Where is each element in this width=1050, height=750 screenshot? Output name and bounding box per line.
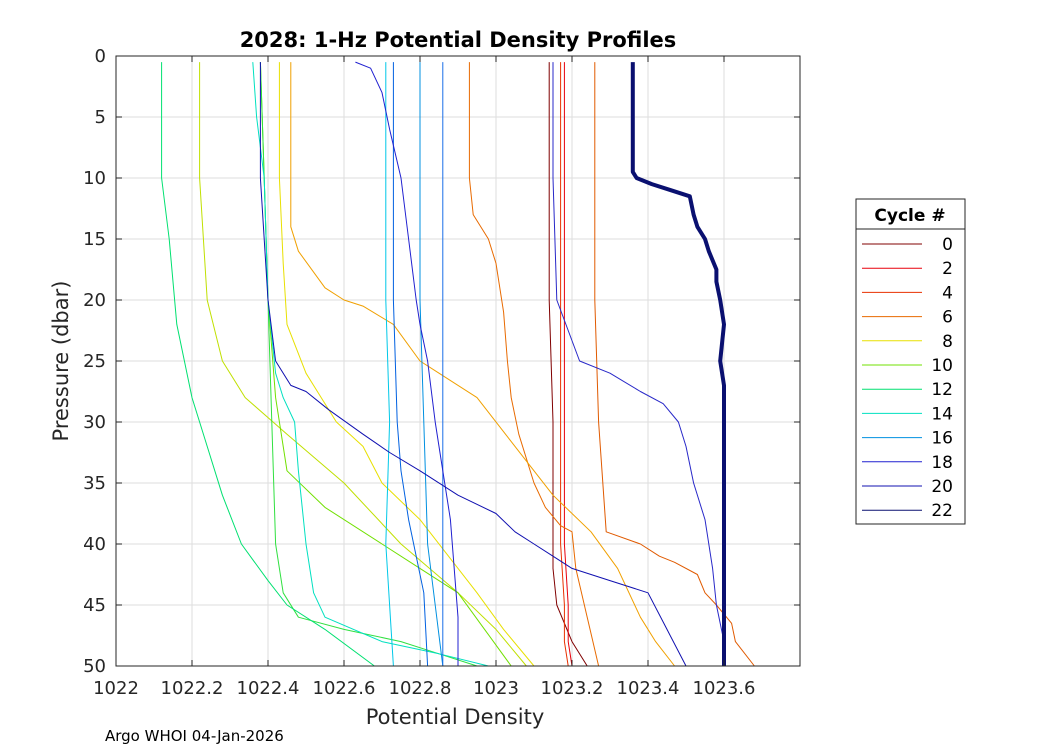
series-line-cycle-0 — [548, 62, 588, 667]
y-tick-label: 5 — [95, 107, 106, 128]
series-line-cycle-8 — [278, 62, 535, 667]
legend: Cycle # 0 2 4 6 8 10 12 14 16 18 20 22 — [855, 198, 966, 525]
series-line-cycle-16 — [419, 62, 444, 667]
series-line-cycle-20b — [552, 62, 725, 666]
series-line-cycle-14b — [385, 62, 394, 667]
legend-label-cycle-14: 14 — [931, 404, 953, 424]
y-tick-label: 30 — [83, 412, 106, 433]
legend-box — [855, 198, 966, 525]
series-line-cycle-20 — [259, 62, 687, 667]
x-tick-label: 1022.2 — [161, 678, 224, 699]
chart-title: 2028: 1-Hz Potential Density Profiles — [240, 28, 677, 52]
series-line-cycle-8b — [199, 62, 527, 667]
legend-label-cycle-12: 12 — [931, 380, 953, 400]
legend-label-cycle-16: 16 — [931, 429, 953, 449]
y-tick-label: 20 — [83, 290, 106, 311]
y-tick-label: 0 — [95, 46, 106, 67]
x-axis-label: Potential Density — [366, 705, 545, 729]
y-tick-label: 10 — [83, 168, 106, 189]
y-tick-label: 45 — [83, 595, 106, 616]
x-tick-label: 1023.6 — [693, 678, 756, 699]
x-tick-label: 1022.8 — [389, 678, 452, 699]
y-tick-label: 25 — [83, 351, 106, 372]
y-tick-label: 35 — [83, 473, 106, 494]
x-tick-label: 1023.2 — [541, 678, 604, 699]
y-axis-label: Pressure (dbar) — [49, 281, 73, 442]
series-line-cycle-6 — [468, 62, 600, 667]
series-line-cycle-6b — [290, 62, 675, 667]
series-line-cycle-14 — [252, 62, 489, 667]
x-tick-label: 1023.4 — [617, 678, 680, 699]
legend-label-cycle-6: 6 — [942, 308, 953, 328]
legend-label-cycle-18: 18 — [931, 453, 953, 473]
axis-ticks: 1022 1022.2 1022.4 1022.6 1022.8 1023 1023.2 10… — [83, 46, 800, 699]
series-line-cycle-4 — [560, 62, 569, 667]
y-tick-label: 50 — [83, 656, 106, 677]
legend-items: 0 2 4 6 8 10 12 14 16 18 20 22 — [862, 235, 953, 521]
series-line-cycle-12 — [161, 62, 375, 667]
series-line-cycle-22 — [630, 62, 726, 666]
series-line-cycle-18 — [355, 61, 459, 666]
profile-series — [161, 61, 755, 667]
x-tick-label: 1022 — [93, 678, 139, 699]
x-tick-label: 1022.4 — [237, 678, 300, 699]
legend-label-cycle-22: 22 — [931, 501, 953, 521]
footer-credit: Argo WHOI 04-Jan-2026 — [105, 727, 284, 745]
series-line-cycle-16b — [392, 62, 429, 667]
x-tick-label: 1023 — [473, 678, 519, 699]
legend-label-cycle-0: 0 — [942, 235, 953, 255]
y-tick-label: 15 — [83, 229, 106, 250]
y-tick-label: 40 — [83, 534, 106, 555]
legend-label-cycle-10: 10 — [931, 356, 953, 376]
legend-title: Cycle # — [874, 206, 945, 226]
legend-label-cycle-20: 20 — [931, 477, 953, 497]
series-line-cycle-4b — [594, 62, 755, 667]
legend-label-cycle-8: 8 — [942, 332, 953, 352]
legend-label-cycle-4: 4 — [942, 283, 953, 303]
legend-label-cycle-2: 2 — [942, 259, 953, 279]
series-line-cycle-2 — [563, 62, 573, 667]
x-tick-label: 1022.6 — [313, 678, 376, 699]
